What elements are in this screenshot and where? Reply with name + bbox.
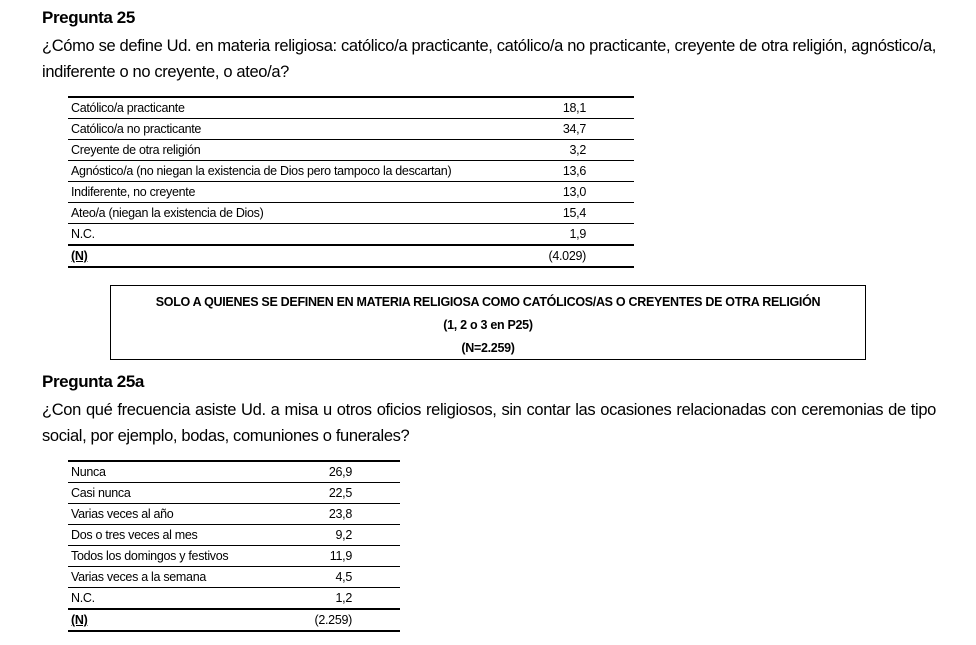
table-row: Varias veces al año 23,8 <box>68 503 400 525</box>
label-cell: Dos o tres veces al mes <box>68 524 284 546</box>
label-cell: Creyente de otra religión <box>68 139 529 161</box>
results-table: Nunca 26,9 Casi nunca 22,5 Varias veces al a… <box>68 460 400 632</box>
label-cell: N.C. <box>68 587 284 610</box>
value-cell: 13,6 <box>528 160 634 182</box>
results-table: Católico/a practicante 18,1 Católico/a no … <box>68 96 634 268</box>
label-cell: Ateo/a (niegan la existencia de Dios) <box>68 202 529 224</box>
value-cell: (2.259) <box>283 609 400 632</box>
value-cell: 22,5 <box>283 482 400 504</box>
table-row: Indiferente, no creyente 13,0 <box>68 181 634 203</box>
filter-line: (N=2.259) <box>461 341 515 355</box>
value-cell: 4,5 <box>283 566 400 588</box>
table-row: Católico/a practicante 18,1 <box>68 96 634 119</box>
label-cell: Todos los domingos y festivos <box>68 545 284 567</box>
label-cell: (N) <box>68 245 529 268</box>
table-row: (N) (2.259) <box>68 609 400 632</box>
value-cell: 18,1 <box>528 96 634 119</box>
label-cell: Varias veces a la semana <box>68 566 284 588</box>
label-cell: Indiferente, no creyente <box>68 181 529 203</box>
value-cell: 1,9 <box>528 223 634 246</box>
table-row: Casi nunca 22,5 <box>68 482 400 504</box>
label-cell: (N) <box>68 609 284 632</box>
value-cell: 13,0 <box>528 181 634 203</box>
question-title: Pregunta 25 <box>42 8 135 27</box>
value-cell: 1,2 <box>283 587 400 610</box>
table-row: (N) (4.029) <box>68 245 634 268</box>
question-title: Pregunta 25a <box>42 372 144 391</box>
table-row: Ateo/a (niegan la existencia de Dios) 15,… <box>68 202 634 224</box>
question-text: ¿Con qué frecuencia asiste Ud. a misa u … <box>42 401 936 445</box>
table-row: Creyente de otra religión 3,2 <box>68 139 634 161</box>
table-row: N.C. 1,9 <box>68 223 634 246</box>
label-cell: Católico/a no practicante <box>68 118 529 140</box>
label-cell: Varias veces al año <box>68 503 284 525</box>
table-row: Católico/a no practicante 34,7 <box>68 118 634 140</box>
filter-box: SOLO A QUIENES SE DEFINEN EN MATERIA REL… <box>110 285 866 360</box>
value-cell: 11,9 <box>283 545 400 567</box>
value-cell: 23,8 <box>283 503 400 525</box>
label-cell: Agnóstico/a (no niegan la existencia de … <box>68 160 529 182</box>
value-cell: 9,2 <box>283 524 400 546</box>
label-cell: Católico/a practicante <box>68 96 529 119</box>
table-row: Nunca 26,9 <box>68 460 400 483</box>
label-cell: Nunca <box>68 460 284 483</box>
filter-line: (1, 2 o 3 en P25) <box>443 318 533 332</box>
table-row: Agnóstico/a (no niegan la existencia de … <box>68 160 634 182</box>
value-cell: 3,2 <box>528 139 634 161</box>
table-row: Dos o tres veces al mes 9,2 <box>68 524 400 546</box>
label-cell: N.C. <box>68 223 529 246</box>
value-cell: 34,7 <box>528 118 634 140</box>
table-row: N.C. 1,2 <box>68 587 400 610</box>
table-row: Varias veces a la semana 4,5 <box>68 566 400 588</box>
value-cell: 26,9 <box>283 460 400 483</box>
value-cell: (4.029) <box>528 245 634 268</box>
label-cell: Casi nunca <box>68 482 284 504</box>
filter-line: SOLO A QUIENES SE DEFINEN EN MATERIA REL… <box>155 295 821 309</box>
value-cell: 15,4 <box>528 202 634 224</box>
question-text: ¿Cómo se define Ud. en materia religiosa… <box>42 37 936 81</box>
table-row: Todos los domingos y festivos 11,9 <box>68 545 400 567</box>
